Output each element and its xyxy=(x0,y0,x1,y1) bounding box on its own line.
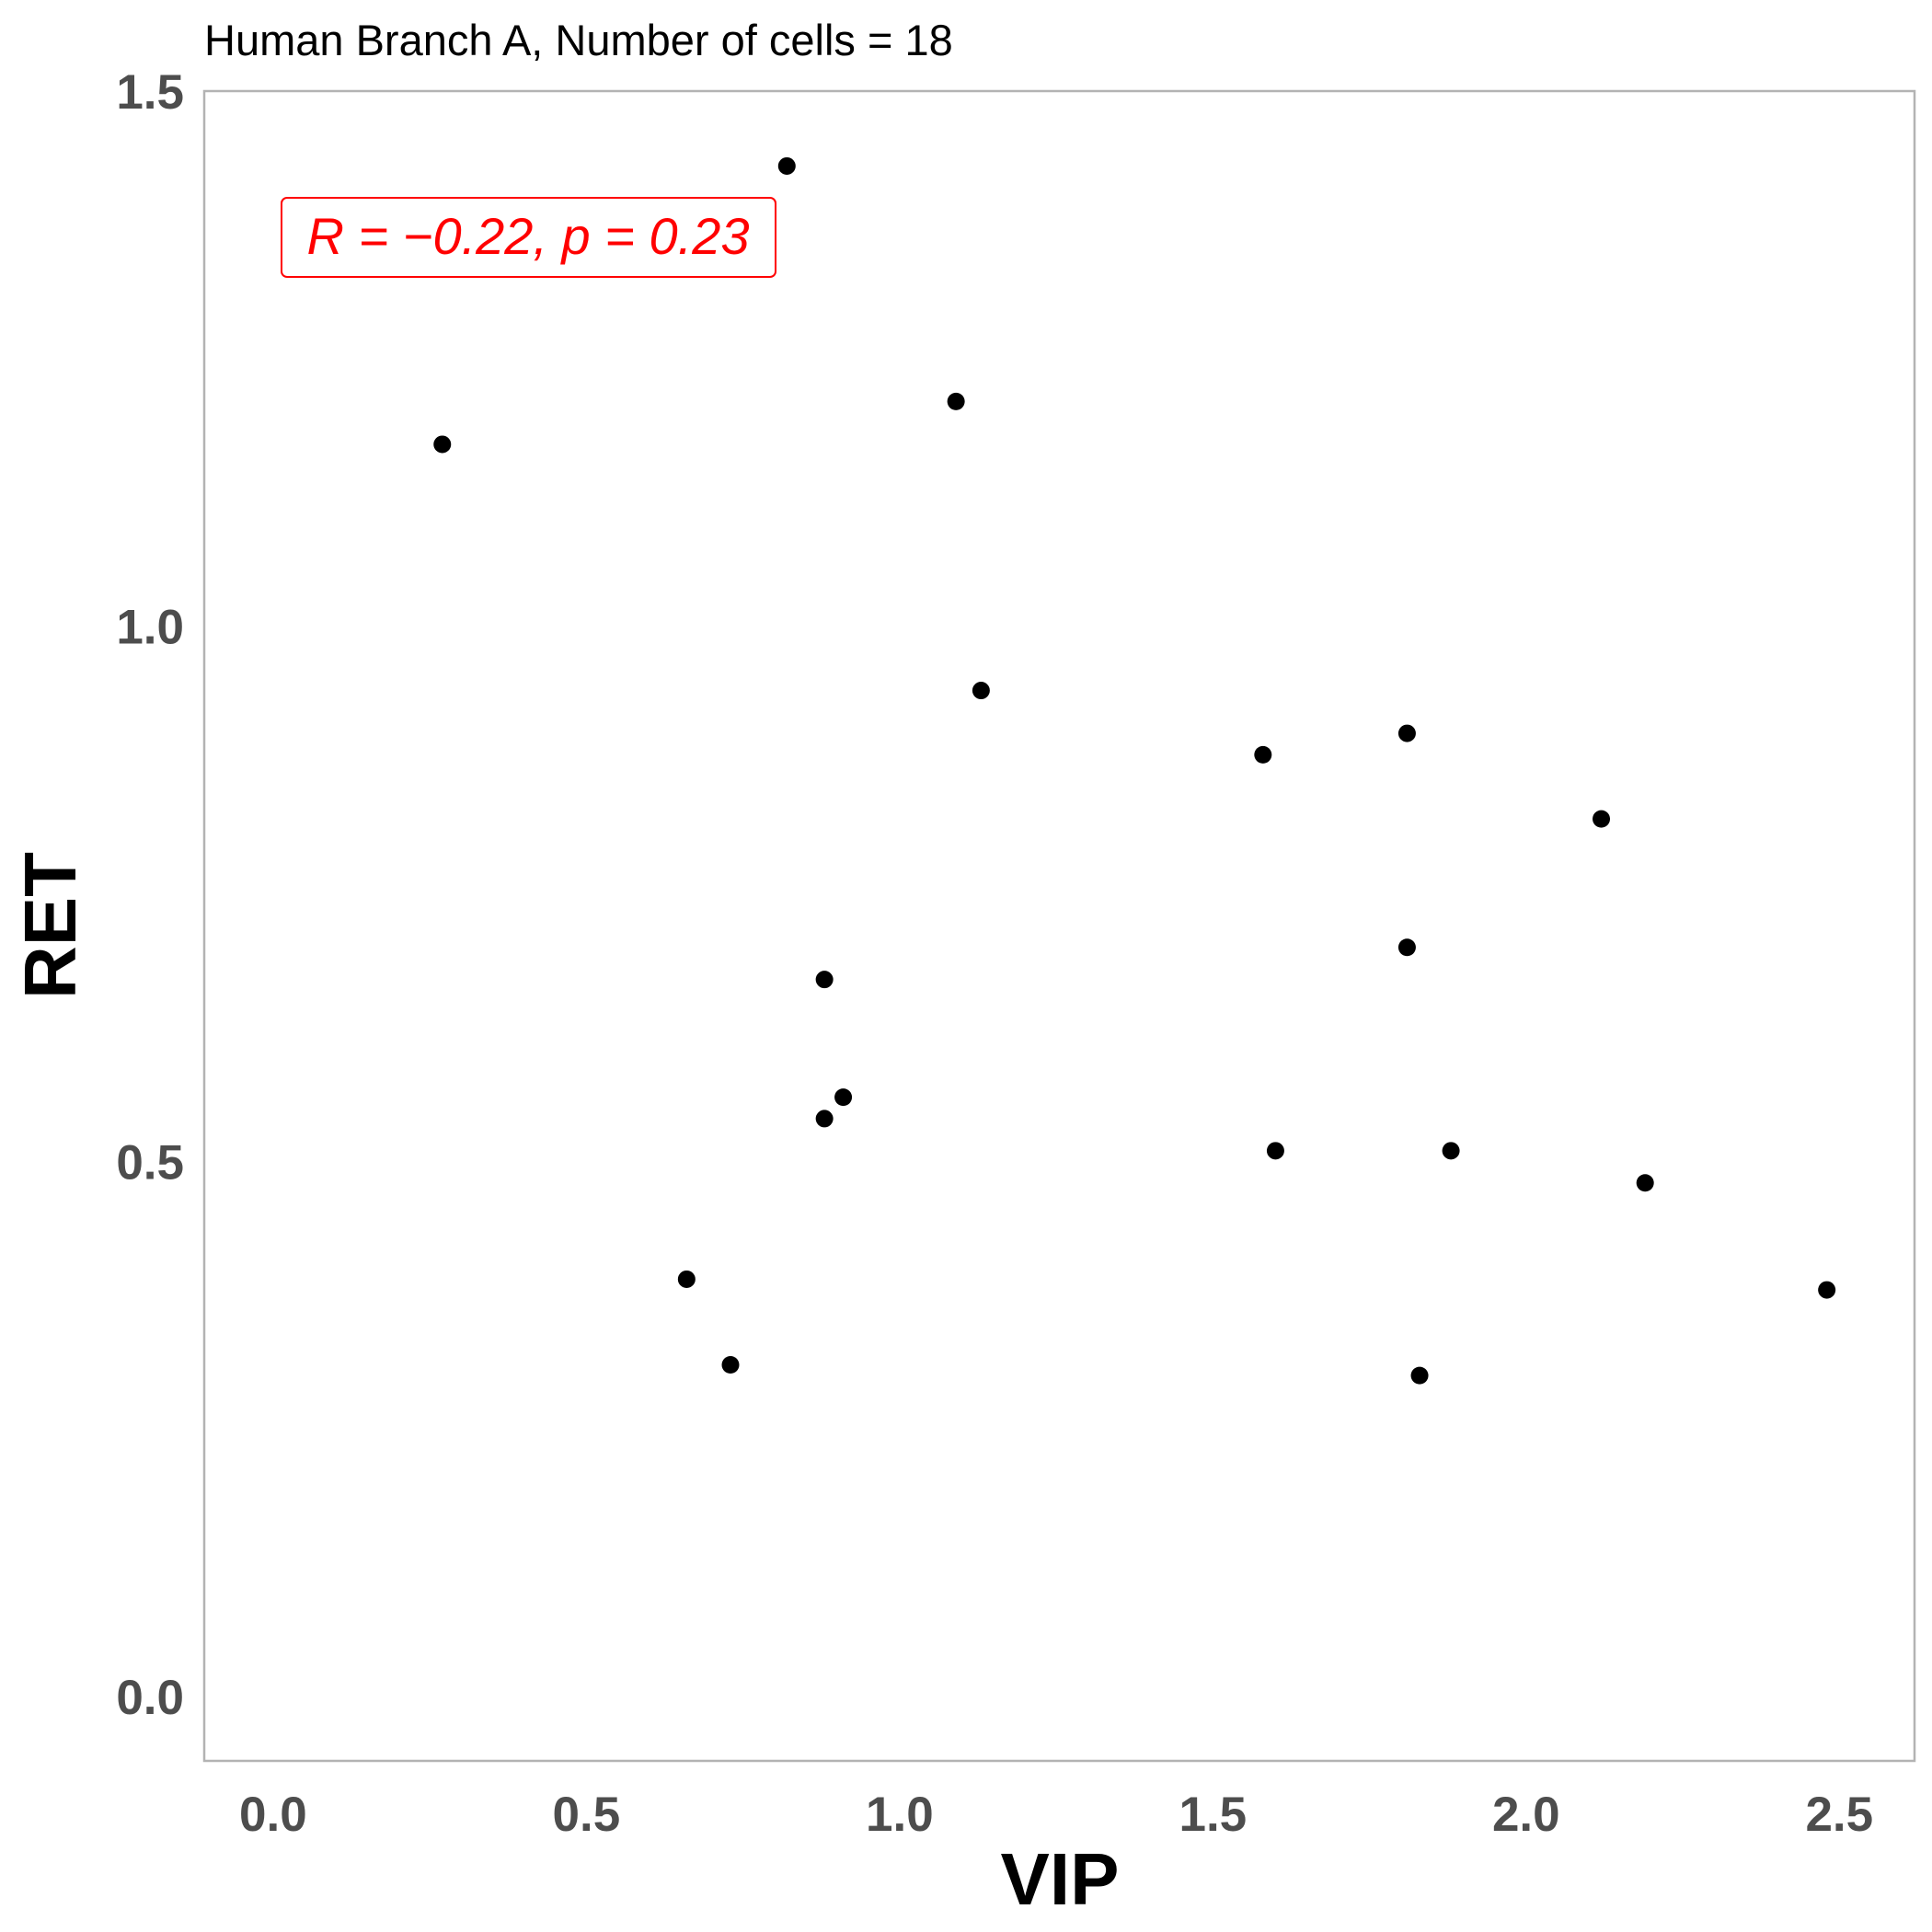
data-point xyxy=(1397,724,1416,742)
correlation-annotation-text: R = −0.22, p = 0.23 xyxy=(306,207,749,265)
y-tick-label: 0.5 xyxy=(116,1135,184,1190)
data-point xyxy=(972,682,990,700)
x-axis-title: VIP xyxy=(1001,1838,1120,1920)
y-axis-ticks: 0.0 0.5 1.0 1.5 xyxy=(116,65,184,1725)
data-points xyxy=(433,156,1836,1385)
y-tick-label: 0.0 xyxy=(116,1671,184,1725)
x-tick-label: 1.0 xyxy=(866,1788,934,1842)
y-tick-label: 1.5 xyxy=(116,65,184,120)
x-tick-label: 1.5 xyxy=(1179,1788,1247,1842)
data-point xyxy=(1254,745,1272,764)
data-point xyxy=(1410,1366,1429,1385)
data-point xyxy=(677,1270,696,1288)
data-point xyxy=(834,1088,853,1107)
x-axis-ticks: 0.0 0.5 1.0 1.5 2.0 2.5 xyxy=(239,1788,1873,1842)
correlation-annotation: R = −0.22, p = 0.23 xyxy=(281,197,776,278)
chart-title: Human Branch A, Number of cells = 18 xyxy=(204,16,953,64)
data-point xyxy=(815,971,834,989)
data-point xyxy=(1397,938,1416,957)
data-point xyxy=(721,1356,740,1374)
y-axis-title: RET xyxy=(9,852,91,999)
data-point xyxy=(433,435,452,454)
data-point xyxy=(777,156,796,175)
y-tick-label: 1.0 xyxy=(116,601,184,655)
data-point xyxy=(1818,1281,1836,1299)
x-tick-label: 2.0 xyxy=(1492,1788,1560,1842)
x-tick-label: 0.5 xyxy=(553,1788,621,1842)
data-point xyxy=(1442,1142,1460,1160)
data-point xyxy=(947,392,965,410)
data-point xyxy=(1266,1142,1284,1160)
x-tick-label: 0.0 xyxy=(239,1788,307,1842)
plot-panel xyxy=(202,89,1916,1763)
data-point xyxy=(1593,810,1611,828)
data-point xyxy=(1636,1174,1654,1192)
correlation-annotation-box xyxy=(281,197,776,278)
x-tick-label: 2.5 xyxy=(1805,1788,1873,1842)
data-point xyxy=(815,1110,834,1128)
